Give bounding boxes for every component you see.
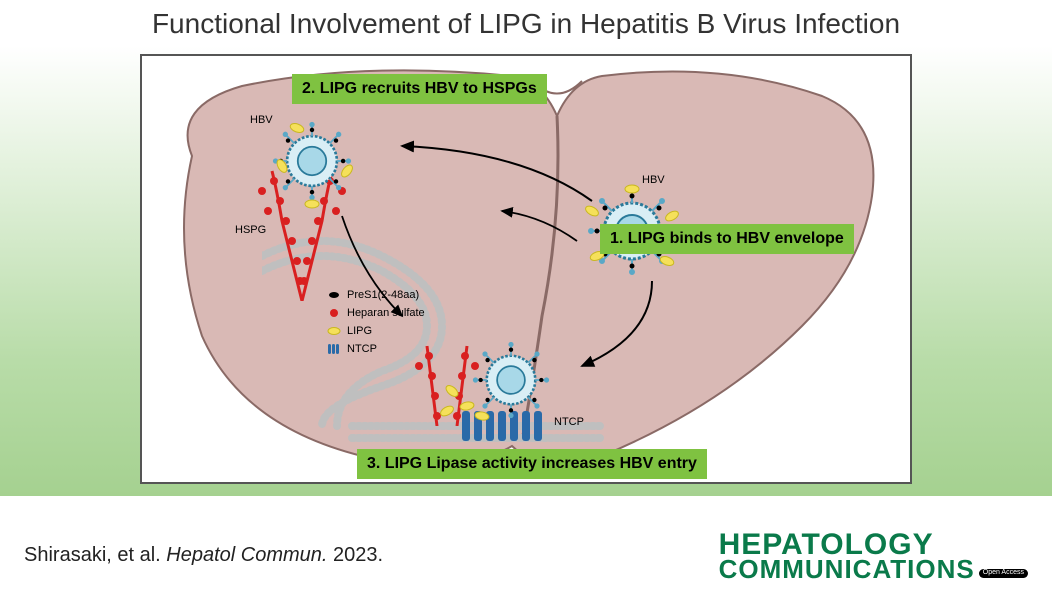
heparan-icon (327, 307, 341, 319)
lipg-icon (327, 325, 341, 337)
pres1-icon (327, 289, 341, 301)
legend-row-ntcp: NTCP (327, 340, 425, 358)
gradient-panel: 2. LIPG recruits HBV to HSPGs 1. LIPG bi… (0, 46, 1052, 496)
label-hbv-1: HBV (250, 114, 273, 126)
legend-lipg-label: LIPG (347, 322, 372, 340)
page-title: Functional Involvement of LIPG in Hepati… (0, 8, 1052, 40)
open-access-badge: Open Access (979, 569, 1028, 577)
legend-row-heparan: Heparan sulfate (327, 304, 425, 322)
legend-heparan-label: Heparan sulfate (347, 304, 425, 322)
legend-row-pres1: PreS1(2-48aa) (327, 286, 425, 304)
legend-ntcp-label: NTCP (347, 340, 377, 358)
step-label-1: 1. LIPG binds to HBV envelope (600, 224, 854, 254)
title-bar: Functional Involvement of LIPG in Hepati… (0, 0, 1052, 46)
credits-year: 2023. (333, 544, 383, 566)
label-ntcp: NTCP (554, 416, 584, 428)
credits-journal: Hepatol Commun. (166, 544, 327, 566)
logo-line2: COMMUNICATIONS (719, 558, 975, 581)
label-hspg: HSPG (235, 224, 266, 236)
credits: Shirasaki, et al. Hepatol Commun. 2023. (24, 544, 383, 567)
journal-logo: HEPATOLOGY COMMUNICATIONSOpen Access (719, 531, 1028, 581)
legend: PreS1(2-48aa) Heparan sulfate LIPG (327, 286, 425, 358)
legend-row-lipg: LIPG (327, 322, 425, 340)
ntcp-icon (327, 342, 341, 356)
credits-authors: Shirasaki, et al. (24, 544, 161, 566)
diagram-box: 2. LIPG recruits HBV to HSPGs 1. LIPG bi… (140, 54, 912, 484)
step-label-2: 2. LIPG recruits HBV to HSPGs (292, 74, 547, 104)
step-label-3: 3. LIPG Lipase activity increases HBV en… (357, 449, 707, 479)
legend-pres1-label: PreS1(2-48aa) (347, 286, 419, 304)
label-hbv-2: HBV (642, 174, 665, 186)
